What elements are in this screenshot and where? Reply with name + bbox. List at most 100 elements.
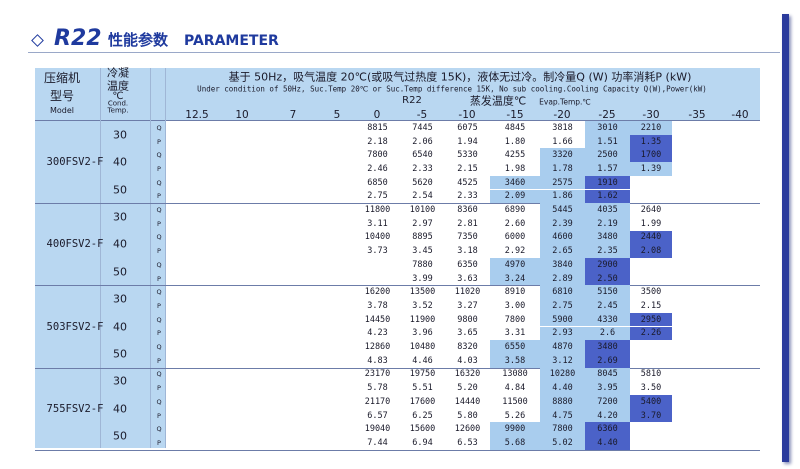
cell-shade [540,162,585,176]
row-label: Q [156,233,162,242]
cell-shade [490,422,540,437]
cell-value: 3.96 [412,328,433,339]
cell-value: 3.73 [367,245,388,256]
cell-value: 8910 [504,287,526,297]
cell-shade [540,353,585,368]
cell-value: 3010 [597,122,618,133]
cell-value: 7800 [552,424,573,434]
cell-shade [540,285,585,300]
cell-value: 2.19 [597,218,618,229]
cell-shade [585,381,630,395]
cell-value: 2.81 [457,218,478,229]
cell-value: 2.97 [412,218,433,229]
cell-value: 6850 [367,177,388,188]
cond-temp: 40 [113,320,127,333]
cond-temp: 40 [113,402,127,416]
cell-value: 2.69 [597,355,618,366]
cell-value: 13500 [409,287,436,297]
cell-value: 10480 [409,341,436,352]
cell-value: 12860 [364,341,391,352]
cond-temp: 40 [113,155,127,169]
cell-value: 4.75 [552,410,573,421]
cell-value: 2440 [640,232,662,243]
cell-value: 1.94 [457,136,478,147]
cell-shade [540,326,585,341]
cell-shade [585,162,630,176]
cell-shade [585,312,630,327]
evap-header: 蒸发温度℃ [469,94,527,108]
row-label: Q [156,260,162,269]
evap-temp: -15 [506,108,524,121]
cell-value: 6075 [457,122,478,133]
cell-shade [585,203,630,217]
cell-value: 11800 [364,204,391,215]
cell-value: 3320 [552,150,573,160]
evap-temp: -10 [458,108,476,121]
evap-temp: -25 [598,108,616,121]
cell-value: 2640 [640,204,662,215]
cell-value: 2.54 [412,191,433,202]
cond-temp: 50 [113,183,127,196]
cell-shade [540,175,585,190]
cell-value: 3480 [597,341,618,352]
cell-value: 3.27 [457,300,478,311]
cell-shade [585,353,630,368]
row-label: P [157,301,161,310]
cell-value: 5.51 [412,382,433,393]
model-header: 型号 [49,89,75,103]
rule [35,203,760,205]
cell-value: 4.40 [552,382,573,393]
cell-shade [490,258,540,272]
cell-value: 5330 [457,150,478,160]
cell-value: 3.70 [640,410,662,421]
cond-temp: 30 [113,292,127,306]
cell-value: 5900 [552,314,573,325]
cell-value: 4.84 [504,382,526,393]
cell-shade [585,299,630,313]
cell-shade [585,422,630,437]
cell-shade [490,271,540,286]
cell-value: 5810 [640,369,662,380]
row-label: Q [156,205,162,214]
cell-value: 1.86 [552,191,573,202]
cell-shade [585,189,630,204]
cond-temp: 40 [113,237,127,251]
cell-value: 3.24 [504,273,526,284]
cell-value: 3.65 [457,328,478,339]
cell-value: 8045 [597,369,618,380]
cell-value: 4255 [504,150,526,160]
cell-value: 2.33 [457,191,478,202]
row-label: Q [156,342,162,351]
cell-shade [585,148,630,163]
row-label: Q [156,425,162,433]
cell-value: 2.26 [640,328,662,339]
cell-value: 4.83 [367,355,388,366]
row-label: P [157,438,161,447]
cell-shade [630,162,672,176]
cell-value: 6550 [504,341,526,352]
cell-value: 2.35 [597,245,618,256]
evap-temp: 10 [235,108,249,121]
cell-value: 3480 [597,232,618,243]
cell-value: 6.53 [457,437,478,448]
cell-value: 9900 [504,424,526,434]
row-label: P [157,219,161,228]
cell-value: 16320 [454,369,481,380]
cell-value: 7800 [367,150,388,160]
row-label: Q [156,123,162,132]
rule [165,68,166,448]
row-label: P [157,192,161,201]
cell-shade [540,312,585,327]
cell-value: 9800 [457,314,478,325]
cell-value: 10100 [409,204,436,215]
cell-shade [490,436,540,450]
cell-value: 3.12 [552,355,573,366]
cell-shade [630,408,672,423]
cell-shade [585,230,630,245]
cell-value: 2.93 [552,328,573,339]
cell-value: 21170 [364,396,391,407]
model-name: 503FSV2-F [46,320,104,333]
cell-shade [540,381,585,395]
cell-value: 2.15 [457,163,478,174]
cell-value: 6360 [597,424,618,434]
